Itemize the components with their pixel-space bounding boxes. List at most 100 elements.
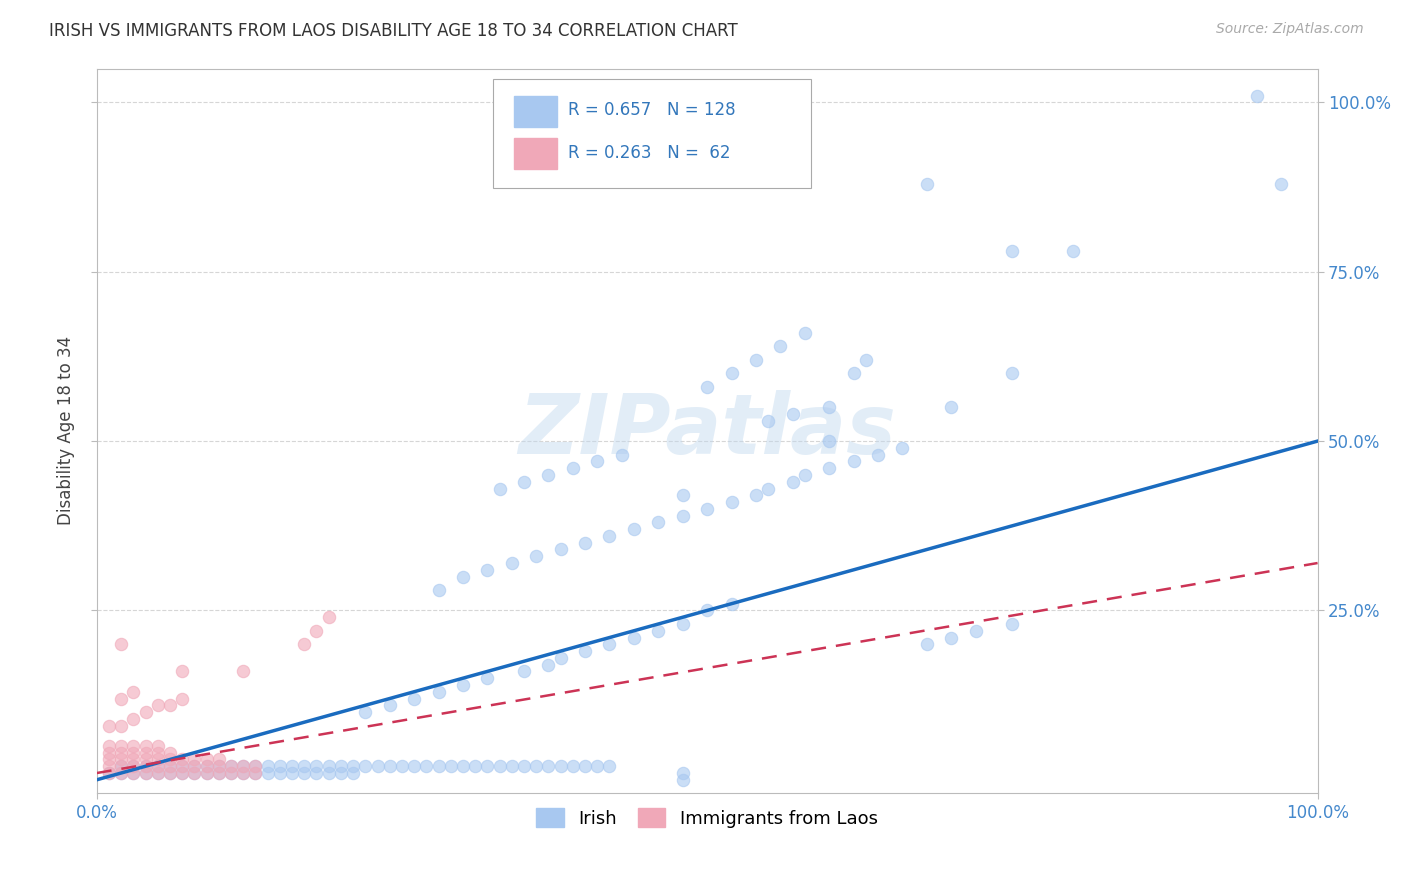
Point <box>135 739 157 753</box>
Point <box>208 752 231 766</box>
Point <box>550 542 572 557</box>
Point <box>513 665 536 679</box>
Point <box>146 752 169 766</box>
Point <box>305 766 328 780</box>
Point <box>513 759 536 773</box>
Point <box>256 766 278 780</box>
Point <box>647 516 669 530</box>
Point <box>110 691 132 706</box>
Point <box>219 759 242 773</box>
Point <box>122 746 145 760</box>
Point <box>172 766 194 780</box>
Point <box>208 759 231 773</box>
Point <box>965 624 987 638</box>
Point <box>135 766 157 780</box>
Point <box>818 434 841 449</box>
Point <box>561 461 583 475</box>
Point <box>97 759 120 773</box>
Point <box>415 759 437 773</box>
Point <box>110 766 132 780</box>
Point <box>818 401 841 415</box>
Point <box>183 759 205 773</box>
Point <box>97 746 120 760</box>
Point <box>159 759 181 773</box>
Point <box>586 454 609 468</box>
Point <box>574 644 596 658</box>
Point <box>329 766 352 780</box>
Point <box>672 766 695 780</box>
Legend: Irish, Immigrants from Laos: Irish, Immigrants from Laos <box>529 801 884 835</box>
Point <box>110 766 132 780</box>
Point <box>769 339 792 353</box>
Point <box>782 475 804 489</box>
Point <box>122 759 145 773</box>
Point <box>501 759 523 773</box>
Point <box>183 766 205 780</box>
Point <box>245 759 267 773</box>
Point <box>598 637 620 651</box>
Point <box>404 759 426 773</box>
Point <box>427 684 450 698</box>
Point <box>208 766 231 780</box>
Point <box>404 691 426 706</box>
Point <box>97 739 120 753</box>
Point <box>574 535 596 549</box>
Point <box>281 766 304 780</box>
Point <box>172 759 194 773</box>
Point <box>183 766 205 780</box>
Point <box>574 759 596 773</box>
Text: Source: ZipAtlas.com: Source: ZipAtlas.com <box>1216 22 1364 37</box>
Point <box>354 759 377 773</box>
Point <box>672 488 695 502</box>
Point <box>427 583 450 598</box>
Point <box>245 766 267 780</box>
Point <box>672 617 695 632</box>
Point <box>477 563 499 577</box>
Point <box>537 759 560 773</box>
Point <box>122 739 145 753</box>
Point <box>281 759 304 773</box>
Point <box>793 467 815 482</box>
Point <box>440 759 463 773</box>
Point <box>501 556 523 570</box>
Point <box>488 482 510 496</box>
Point <box>696 380 718 394</box>
Point <box>477 671 499 685</box>
Point <box>842 367 865 381</box>
Text: ZIPatlas: ZIPatlas <box>519 391 896 472</box>
Point <box>195 752 218 766</box>
Point <box>110 759 132 773</box>
Point <box>451 759 474 773</box>
Point <box>292 637 315 651</box>
Point <box>195 759 218 773</box>
Point <box>464 759 486 773</box>
Point <box>159 746 181 760</box>
Point <box>159 752 181 766</box>
Point <box>245 766 267 780</box>
Point <box>1001 617 1024 632</box>
Point <box>159 766 181 780</box>
Point <box>550 651 572 665</box>
FancyBboxPatch shape <box>494 79 811 188</box>
Y-axis label: Disability Age 18 to 34: Disability Age 18 to 34 <box>58 336 75 525</box>
Point <box>598 759 620 773</box>
Point <box>146 766 169 780</box>
Point <box>135 752 157 766</box>
Point <box>110 759 132 773</box>
Point <box>318 610 340 624</box>
FancyBboxPatch shape <box>515 138 557 169</box>
Point <box>598 529 620 543</box>
Point <box>135 766 157 780</box>
Point <box>318 759 340 773</box>
Point <box>122 684 145 698</box>
Point <box>122 766 145 780</box>
Point <box>378 759 401 773</box>
Point <box>672 772 695 787</box>
Point <box>269 766 291 780</box>
Point <box>219 766 242 780</box>
Point <box>135 759 157 773</box>
Point <box>159 766 181 780</box>
Point <box>720 367 742 381</box>
Text: R = 0.263   N =  62: R = 0.263 N = 62 <box>568 145 731 162</box>
Point <box>1001 367 1024 381</box>
